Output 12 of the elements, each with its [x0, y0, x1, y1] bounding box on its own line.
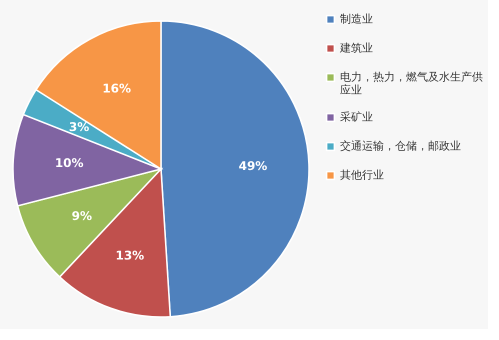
data-label: 9%: [72, 208, 92, 223]
data-label: 10%: [54, 156, 84, 170]
data-label: 13%: [115, 248, 144, 263]
data-label: 49%: [238, 159, 268, 174]
data-label: 16%: [102, 81, 132, 96]
legend-label: 交通运输，仓储，邮政业: [340, 140, 461, 152]
data-label: 3%: [68, 120, 90, 134]
legend-label: 电力，热力，燃气及水生产供应业: [340, 70, 483, 96]
legend-label: 采矿业: [340, 110, 373, 124]
legend-label: 制造业: [340, 12, 373, 26]
legend-label: 其他行业: [340, 168, 384, 182]
legend-label: 建筑业: [339, 42, 373, 54]
